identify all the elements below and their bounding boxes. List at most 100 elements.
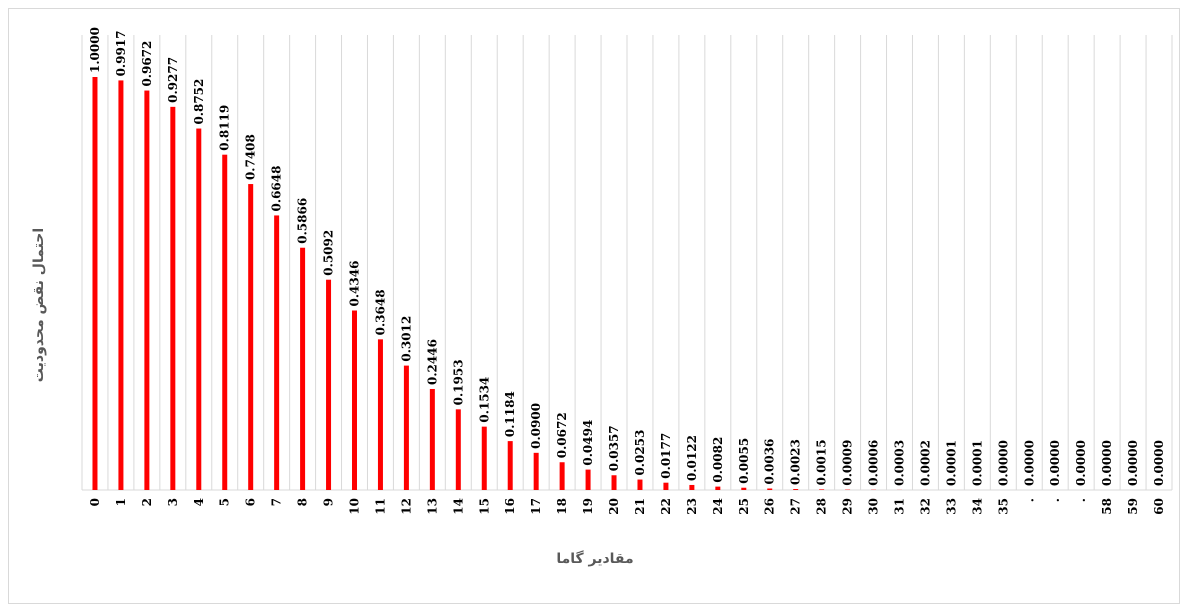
data-label: 0.0055 (737, 438, 751, 484)
bar (559, 462, 565, 490)
bar (819, 489, 825, 490)
x-tick-label: 35 (996, 498, 1010, 515)
data-label: 0.0357 (607, 425, 621, 471)
x-tick-label: 22 (659, 498, 673, 515)
x-tick-label: 33 (944, 498, 958, 515)
bar (585, 469, 591, 490)
x-tick-label: 9 (322, 498, 336, 506)
bar (611, 475, 617, 490)
bar (222, 154, 228, 490)
data-label: 0.0001 (970, 440, 984, 486)
x-tick-label: 23 (685, 498, 699, 515)
bar (403, 365, 409, 490)
x-tick-label: . (1048, 498, 1062, 502)
bar (767, 488, 773, 490)
data-label: 0.9277 (166, 57, 180, 103)
bar (637, 479, 643, 490)
data-label: 0.0000 (1126, 440, 1140, 486)
x-tick-label: 2 (140, 498, 154, 506)
data-label: 0.0122 (685, 435, 699, 481)
bar (507, 441, 513, 490)
data-label: 0.0494 (581, 420, 595, 466)
data-label: 0.0015 (815, 439, 829, 485)
data-label: 0.0000 (1022, 440, 1036, 486)
data-label: 0.1953 (451, 359, 465, 405)
data-label: 0.0000 (996, 440, 1010, 486)
bar (689, 484, 695, 490)
data-label: 0.0082 (711, 437, 725, 483)
data-label: 0.0177 (659, 433, 673, 479)
x-tick-label: 17 (529, 498, 543, 515)
x-tick-label: 20 (607, 498, 621, 515)
x-tick-label: 0 (88, 498, 102, 506)
x-tick-label: 5 (218, 498, 232, 506)
x-tick-label: 59 (1126, 498, 1140, 515)
data-label: 0.6648 (270, 166, 284, 212)
x-tick-label: 29 (841, 498, 855, 515)
data-label: 0.1184 (503, 391, 517, 437)
bar (300, 247, 306, 490)
data-label: 0.5092 (322, 230, 336, 276)
data-label: 0.0003 (893, 440, 907, 486)
x-tick-label: 4 (192, 498, 206, 506)
data-labels: 1.0000 0.9917 0.9672 0.9277 0.8752 0.8119 0.74… (88, 27, 1166, 486)
data-label: 0.0253 (633, 430, 647, 476)
data-label: 0.0002 (918, 440, 932, 486)
bar (793, 489, 799, 490)
x-tick-label: 14 (451, 498, 465, 515)
bars (92, 77, 980, 491)
x-tick-label: 3 (166, 498, 180, 506)
x-tick-label: 27 (789, 498, 803, 515)
x-tick-label: 12 (399, 498, 413, 515)
chart-area (8, 8, 1180, 604)
bar (274, 215, 280, 490)
data-label: 0.0672 (555, 412, 569, 458)
x-tick-label: 60 (1152, 498, 1166, 515)
x-tick-label: 15 (477, 498, 491, 515)
x-tick-label: 24 (711, 498, 725, 515)
x-tick-label: . (1074, 498, 1088, 502)
data-label: 0.0023 (789, 439, 803, 485)
x-tick-label: 13 (425, 498, 439, 515)
x-tick-label: 30 (867, 498, 881, 515)
x-tick-label: 19 (581, 498, 595, 515)
y-axis-title: احتمال نقض محدودیت (31, 228, 47, 382)
bar (196, 128, 202, 490)
bar (715, 486, 721, 490)
x-tick-label: 11 (373, 498, 387, 515)
x-tick-label: 21 (633, 498, 647, 515)
data-label: 0.0009 (841, 440, 855, 486)
data-label: 1.0000 (88, 27, 102, 73)
x-tick-label: 7 (270, 498, 284, 506)
x-tick-label: 28 (815, 498, 829, 515)
data-label: 0.1534 (477, 377, 491, 423)
data-label: 0.9672 (140, 41, 154, 87)
data-label: 0.2446 (425, 339, 439, 385)
bar (326, 279, 332, 490)
data-label: 0.0900 (529, 403, 543, 449)
bar (118, 80, 124, 490)
bar (455, 409, 461, 490)
data-label: 0.4346 (348, 261, 362, 307)
x-tick-label: 25 (737, 498, 751, 515)
x-tick-label: 34 (970, 498, 984, 515)
bar (533, 452, 539, 490)
data-label: 0.9917 (114, 30, 128, 76)
x-tick-label: 26 (763, 498, 777, 515)
x-tick-label: 1 (114, 498, 128, 506)
data-label: 0.0000 (1074, 440, 1088, 486)
bar (663, 482, 669, 490)
x-tick-label: 8 (296, 498, 310, 506)
bar (481, 426, 487, 490)
bar (92, 77, 98, 490)
x-tick-label: 16 (503, 498, 517, 515)
x-tick-label: 32 (918, 498, 932, 515)
data-label: 0.0000 (1152, 440, 1166, 486)
data-label: 0.0036 (763, 439, 777, 485)
data-label: 0.7408 (244, 134, 258, 180)
data-label: 0.0000 (1048, 440, 1062, 486)
bar (377, 339, 383, 490)
data-label: 0.0001 (944, 440, 958, 486)
data-label: 0.0000 (1100, 440, 1114, 486)
